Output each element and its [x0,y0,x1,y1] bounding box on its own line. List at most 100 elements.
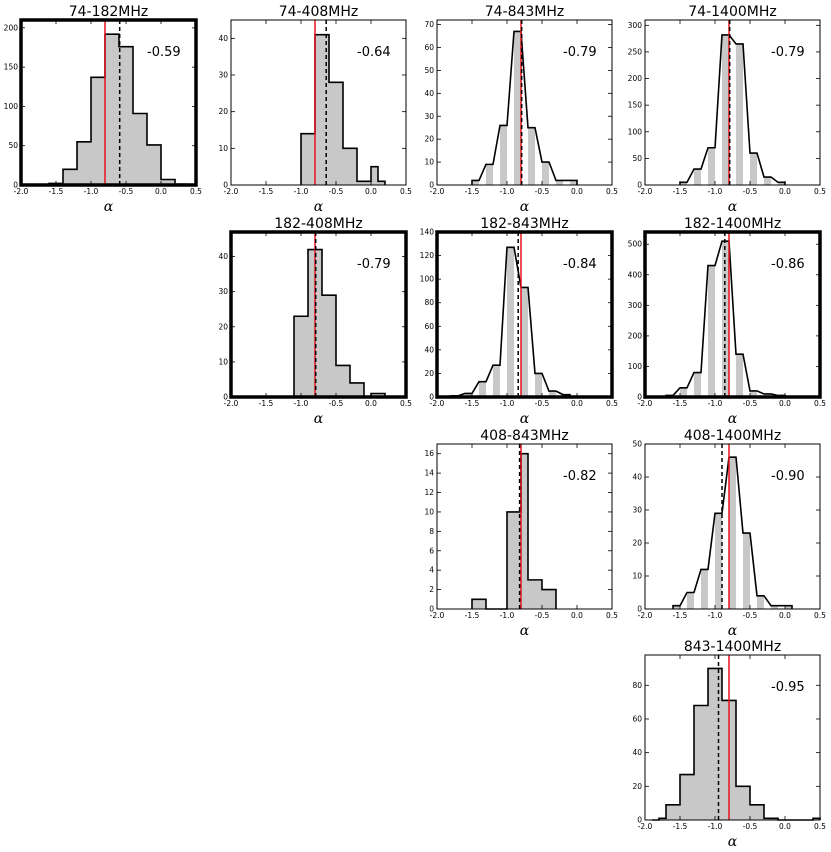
x-tick-label: 0.5 [400,187,412,196]
histogram-bar [535,579,542,609]
histogram-panel: -2.0 -1.5 -1.0 -0.5 0.0 0.5 0 2 4 6 8 10 12 14 16 408-8… [424,428,618,639]
y-tick-label: 10 [218,144,228,153]
x-axis-label: α [104,199,114,215]
histogram-bar [750,153,757,185]
y-tick-label: 0 [223,393,228,402]
x-axis-label: α [728,411,738,427]
y-tick-label: 0 [223,181,228,190]
panel-frame [229,230,408,399]
x-tick-label: 0.5 [814,187,826,196]
y-tick-label: 300 [628,21,643,30]
panel-title: 843-1400MHz [684,639,781,655]
panel-title: 74-182MHz [69,4,149,20]
y-tick-label: 10 [424,158,434,167]
histogram-bar [350,382,357,397]
histogram-bar [694,705,701,820]
histogram-panel: -2.0 -1.5 -1.0 -0.5 0.0 0.5 0 10 20 30 40 182-408MH… [218,216,412,427]
histogram-bar [549,391,556,397]
histogram-bar [500,125,507,185]
x-tick-label: -2.0 [638,822,653,831]
histogram-bar [813,818,820,820]
histogram-bar [673,804,680,820]
histogram-panel: -2.0 -1.5 -1.0 -0.5 0.0 0.5 0 100 200 300 400 500 18… [628,216,827,427]
x-tick-label: -2.0 [638,399,653,408]
histogram-bar [161,179,175,185]
histogram-bar [556,180,563,185]
histogram-outline [48,33,190,186]
histogram-bar [694,169,701,185]
histogram-outline [471,452,557,610]
y-tick-label: 0 [429,605,434,614]
y-tick-label: 30 [218,71,228,80]
histogram-bar [701,705,708,820]
histogram-bar [771,605,778,609]
y-tick-label: 2 [429,585,434,594]
y-tick-label: 0 [637,816,642,825]
panel-frame [435,230,614,399]
y-tick-label: 500 [628,240,643,249]
y-tick-label: 8 [429,527,434,536]
histogram-bar [315,34,322,185]
y-tick-label: 30 [632,506,642,515]
median-annotation: -0.79 [771,45,805,60]
x-tick-label: -0.5 [535,187,550,196]
histogram-bar [147,144,161,185]
histogram-bar [371,166,378,185]
x-tick-label: -0.5 [743,187,758,196]
x-tick-label: -0.5 [743,399,758,408]
histogram-panel: -2.0 -1.5 -1.0 -0.5 0.0 0.5 0 20 40 60 80 843-1400M… [632,639,826,850]
x-tick-label: 0.0 [571,611,583,620]
x-tick-label: -1.0 [708,611,723,620]
x-tick-label: 0.5 [606,187,618,196]
panel-frame [436,19,613,186]
histogram-panel: -2.0 -1.5 -1.0 -0.5 0.0 0.5 0 20 40 60 80 100 120 140… [420,216,619,427]
median-annotation: -0.84 [563,257,597,272]
panel-title: 74-1400MHz [688,4,776,20]
y-tick-label: 40 [218,252,228,261]
histogram-bar [722,700,729,820]
histogram-bar [301,133,308,185]
panel-frame [644,654,821,821]
histogram-bar [336,82,343,185]
histogram-bar [687,592,694,609]
panel-title: 74-843MHz [485,4,565,20]
histogram-bar [364,181,371,185]
histogram-bar [308,249,315,397]
histogram-outline [672,456,793,609]
x-tick-label: -0.5 [329,187,344,196]
y-tick-label: 20 [218,107,228,116]
x-tick-label: 0.5 [814,611,826,620]
x-tick-label: -1.5 [673,611,688,620]
histogram-bar [315,249,322,397]
y-tick-label: 300 [628,301,643,310]
y-tick-label: 50 [632,154,642,163]
y-tick-label: 200 [628,331,643,340]
y-tick-label: 60 [424,322,434,331]
x-tick-label: -2.0 [638,187,653,196]
panel-title: 408-843MHz [480,428,568,444]
x-axis-label: α [520,411,530,427]
histogram-bar [472,180,479,185]
histogram-bar [294,316,301,397]
histogram-bar [680,387,687,397]
histogram-bar [778,182,785,185]
x-tick-label: 0.5 [606,611,618,620]
x-axis-label: α [728,834,738,850]
histogram-bar [336,365,343,397]
x-tick-label: 0.0 [779,187,791,196]
x-tick-label: 0.0 [779,611,791,620]
histogram-bar [77,141,91,185]
y-tick-label: 200 [628,74,643,83]
histogram-bar [764,818,771,820]
y-tick-label: 16 [424,449,434,458]
y-tick-label: 0 [637,393,642,402]
panel-title: 74-408MHz [279,4,359,20]
histogram-panel: -2.0 -1.5 -1.0 -0.5 0.0 0.5 0 10 20 30 40 50 408-140… [632,428,826,639]
histogram-bar [528,579,535,609]
histogram-bar [694,372,701,397]
y-tick-label: 20 [424,135,434,144]
histogram-bar [736,43,743,185]
x-axis-label: α [314,199,324,215]
y-tick-label: 40 [218,34,228,43]
y-tick-label: 20 [424,369,434,378]
